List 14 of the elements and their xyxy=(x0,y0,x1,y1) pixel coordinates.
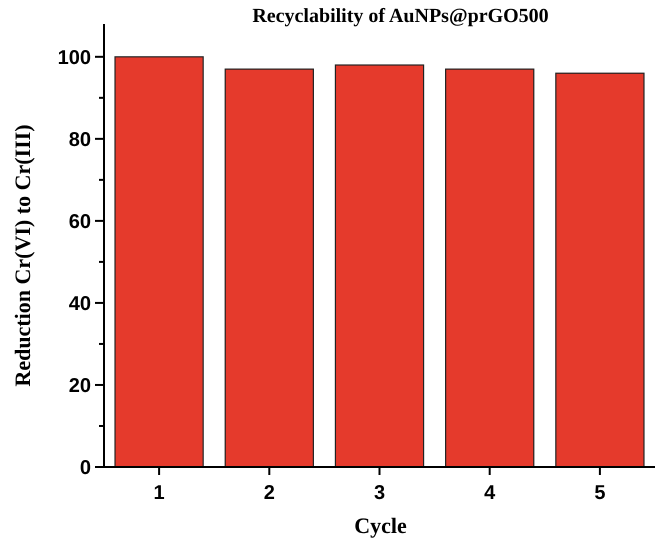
chart-title: Recyclability of AuNPs@prGO500 xyxy=(252,5,549,27)
y-axis-title: Reduction Cr(VI) to Cr(III) xyxy=(10,124,35,387)
x-tick-label: 5 xyxy=(594,482,606,504)
y-tick-label: 40 xyxy=(68,292,91,315)
x-tick-label: 4 xyxy=(484,482,496,504)
x-tick-label: 1 xyxy=(154,482,165,504)
x-tick-label: 2 xyxy=(264,482,275,504)
y-tick-label: 60 xyxy=(68,210,91,233)
y-tick-label: 0 xyxy=(80,457,91,479)
x-axis-title: Cycle xyxy=(354,513,407,538)
y-tick-label: 100 xyxy=(58,46,91,69)
y-tick-label: 80 xyxy=(68,128,91,151)
y-tick-label: 20 xyxy=(68,374,91,397)
x-tick-label: 3 xyxy=(374,482,386,504)
